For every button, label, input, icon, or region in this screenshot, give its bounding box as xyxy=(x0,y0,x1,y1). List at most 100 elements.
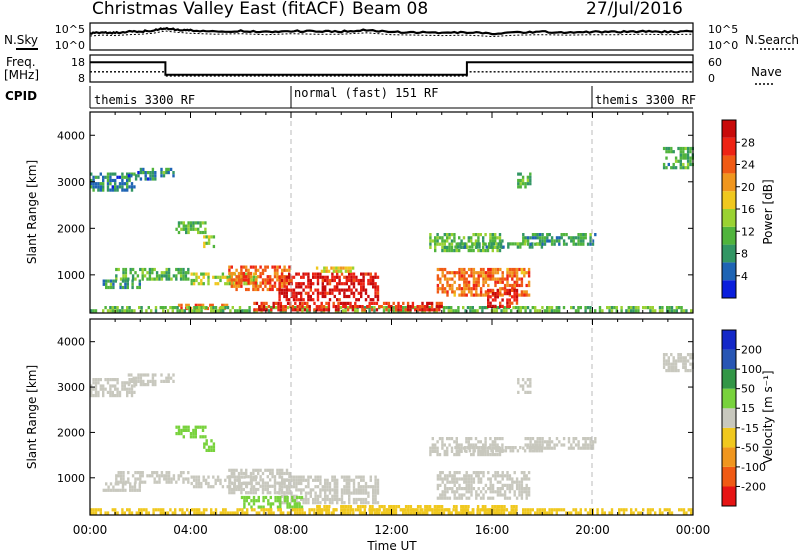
data-cell xyxy=(471,245,474,249)
data-cell xyxy=(204,272,208,276)
data-cell xyxy=(138,282,141,286)
data-cell xyxy=(187,425,190,429)
data-cell xyxy=(496,295,499,299)
data-cell xyxy=(347,266,350,270)
data-cell xyxy=(184,477,188,481)
data-cell xyxy=(543,242,547,246)
data-cell xyxy=(257,287,260,292)
data-cell xyxy=(119,480,123,484)
data-cell xyxy=(520,267,524,272)
data-cell xyxy=(269,275,272,279)
data-cell xyxy=(269,281,272,285)
data-cell xyxy=(527,487,531,491)
data-cell xyxy=(546,511,549,515)
y-tick-label: 2000 xyxy=(57,222,85,235)
data-cell xyxy=(326,275,329,279)
data-cell xyxy=(142,379,145,383)
data-cell xyxy=(204,478,208,482)
data-cell xyxy=(523,242,527,246)
data-cell xyxy=(271,265,274,269)
data-cell xyxy=(185,227,188,231)
data-cell xyxy=(165,471,168,475)
data-cell xyxy=(487,288,490,292)
data-cell xyxy=(292,475,296,479)
data-cell xyxy=(92,387,95,391)
data-cell xyxy=(493,508,496,512)
data-cell xyxy=(119,474,123,478)
data-cell xyxy=(141,267,144,272)
data-cell xyxy=(475,496,478,500)
data-cell xyxy=(684,369,687,373)
data-cell xyxy=(269,502,272,506)
data-cell xyxy=(440,305,443,309)
data-cell xyxy=(352,497,356,502)
data-cell xyxy=(527,274,531,278)
data-cell xyxy=(494,440,497,444)
data-cell xyxy=(450,306,453,310)
data-cell xyxy=(407,508,410,512)
data-cell xyxy=(327,508,330,512)
data-cell xyxy=(513,267,516,272)
data-cell xyxy=(460,496,464,500)
data-cell xyxy=(200,282,203,286)
data-cell xyxy=(483,446,486,450)
data-cell xyxy=(352,478,356,482)
data-cell xyxy=(151,373,155,377)
data-cell xyxy=(622,511,626,515)
data-cell xyxy=(482,443,485,447)
data-cell xyxy=(271,475,274,479)
data-cell xyxy=(310,508,314,512)
data-cell xyxy=(506,283,509,288)
data-cell xyxy=(126,285,129,290)
data-cell xyxy=(109,390,112,394)
data-cell xyxy=(481,508,485,512)
data-cell xyxy=(467,505,470,509)
data-cell xyxy=(511,446,515,450)
data-cell xyxy=(116,387,119,391)
data-cell xyxy=(302,501,305,505)
data-cell xyxy=(667,362,670,366)
data-cell xyxy=(106,381,110,385)
data-cell xyxy=(601,511,604,515)
data-cell xyxy=(475,245,479,249)
data-cell xyxy=(189,435,193,439)
data-cell xyxy=(523,471,526,475)
data-cell xyxy=(271,471,274,476)
data-cell xyxy=(491,304,495,308)
data-cell xyxy=(324,481,327,486)
data-cell xyxy=(538,440,542,444)
data-cell xyxy=(455,249,458,253)
data-cell xyxy=(373,301,376,305)
data-cell xyxy=(498,437,502,441)
data-cell xyxy=(309,491,312,495)
data-cell xyxy=(192,475,196,479)
data-cell xyxy=(102,309,105,313)
data-cell xyxy=(468,446,472,450)
data-cell xyxy=(342,305,345,309)
noise-ytick-bottom-right: 10^0 xyxy=(708,39,738,52)
data-cell xyxy=(298,508,302,512)
data-cell xyxy=(499,304,502,308)
data-cell xyxy=(376,488,380,492)
data-cell xyxy=(436,290,440,294)
data-cell xyxy=(316,497,320,502)
data-cell xyxy=(94,309,98,313)
data-cell xyxy=(441,290,444,294)
data-cell xyxy=(266,275,269,279)
data-cell xyxy=(160,373,163,377)
data-cell xyxy=(434,443,437,447)
data-cell xyxy=(180,306,183,311)
data-cell xyxy=(489,304,492,308)
data-cell xyxy=(627,306,630,310)
data-cell xyxy=(463,480,466,484)
data-cell xyxy=(176,309,179,313)
data-cell xyxy=(237,484,241,488)
data-cell xyxy=(337,305,340,309)
data-cell xyxy=(351,508,354,512)
data-cell xyxy=(565,233,568,237)
data-cell xyxy=(538,443,542,447)
data-cell xyxy=(280,501,284,505)
data-cell xyxy=(484,490,488,494)
data-cell xyxy=(326,478,329,482)
data-cell xyxy=(439,477,442,481)
